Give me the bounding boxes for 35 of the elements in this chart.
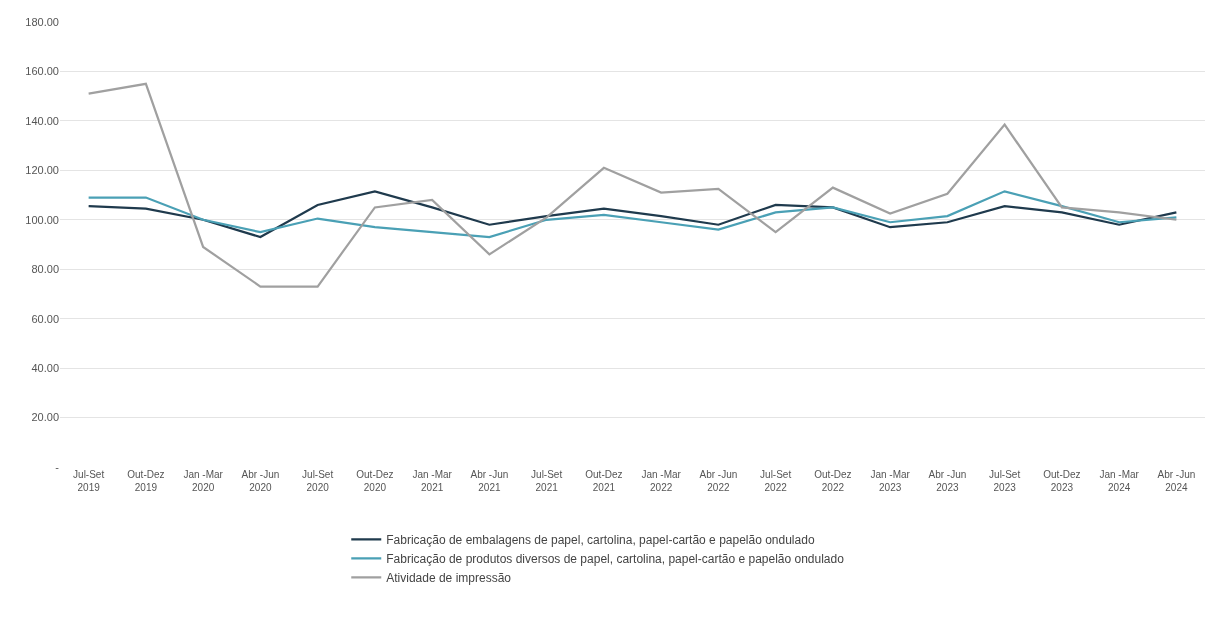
x-tick-label: Abr -Jun 2023 [928, 469, 967, 493]
x-tick-label: Jul-Set 2020 [302, 469, 334, 493]
x-tick-label: Abr -Jun 2020 [241, 469, 280, 493]
x-tick-label: Jan -Mar 2024 [1099, 469, 1140, 493]
x-tick-label: Out-Dez 2020 [356, 469, 394, 493]
y-tick-label: 60.00 [31, 312, 59, 325]
y-tick-label: 40.00 [31, 361, 59, 374]
y-tick-label: - [55, 460, 60, 473]
y-tick-label: 180.00 [25, 15, 59, 28]
x-tick-label: Jan -Mar 2021 [412, 469, 453, 493]
line-series [87, 82, 1178, 288]
x-tick-label: Jan -Mar 2020 [183, 469, 224, 493]
line-series [87, 190, 1178, 239]
x-tick-label: Out-Dez 2021 [585, 469, 623, 493]
x-tick-label: Out-Dez 2023 [1043, 469, 1081, 493]
y-tick-label: 140.00 [25, 114, 59, 127]
y-tick-label: 100.00 [25, 213, 59, 226]
y-tick-label: 120.00 [25, 164, 59, 177]
y-tick-label: 160.00 [25, 65, 59, 78]
legend-label: Fabricação de produtos diversos de papel, cartolina, papel-cartão e papelão ondulado [386, 552, 845, 567]
x-tick-label: Abr -Jun 2022 [699, 469, 738, 493]
x-tick-label: Abr -Jun 2024 [1157, 469, 1196, 493]
y-tick-label: 80.00 [31, 263, 59, 276]
x-tick-label: Jul-Set 2023 [989, 469, 1021, 493]
x-tick-label: Out-Dez 2022 [814, 469, 852, 493]
x-tick-label: Abr -Jun 2021 [470, 469, 509, 493]
y-tick-label: 20.00 [31, 411, 59, 424]
legend-label: Fabricação de embalagens de papel, cartolina, papel-cartão e papelão ondulado [386, 533, 815, 548]
x-tick-label: Jul-Set 2021 [531, 469, 563, 493]
x-tick-label: Jul-Set 2022 [760, 469, 792, 493]
x-tick-label: Jan -Mar 2023 [870, 469, 911, 493]
x-tick-label: Out-Dez 2019 [127, 469, 165, 493]
x-tick-label: Jul-Set 2019 [73, 469, 105, 493]
legend-label: Atividade de impressão [386, 571, 512, 586]
x-tick-label: Jan -Mar 2022 [641, 469, 682, 493]
